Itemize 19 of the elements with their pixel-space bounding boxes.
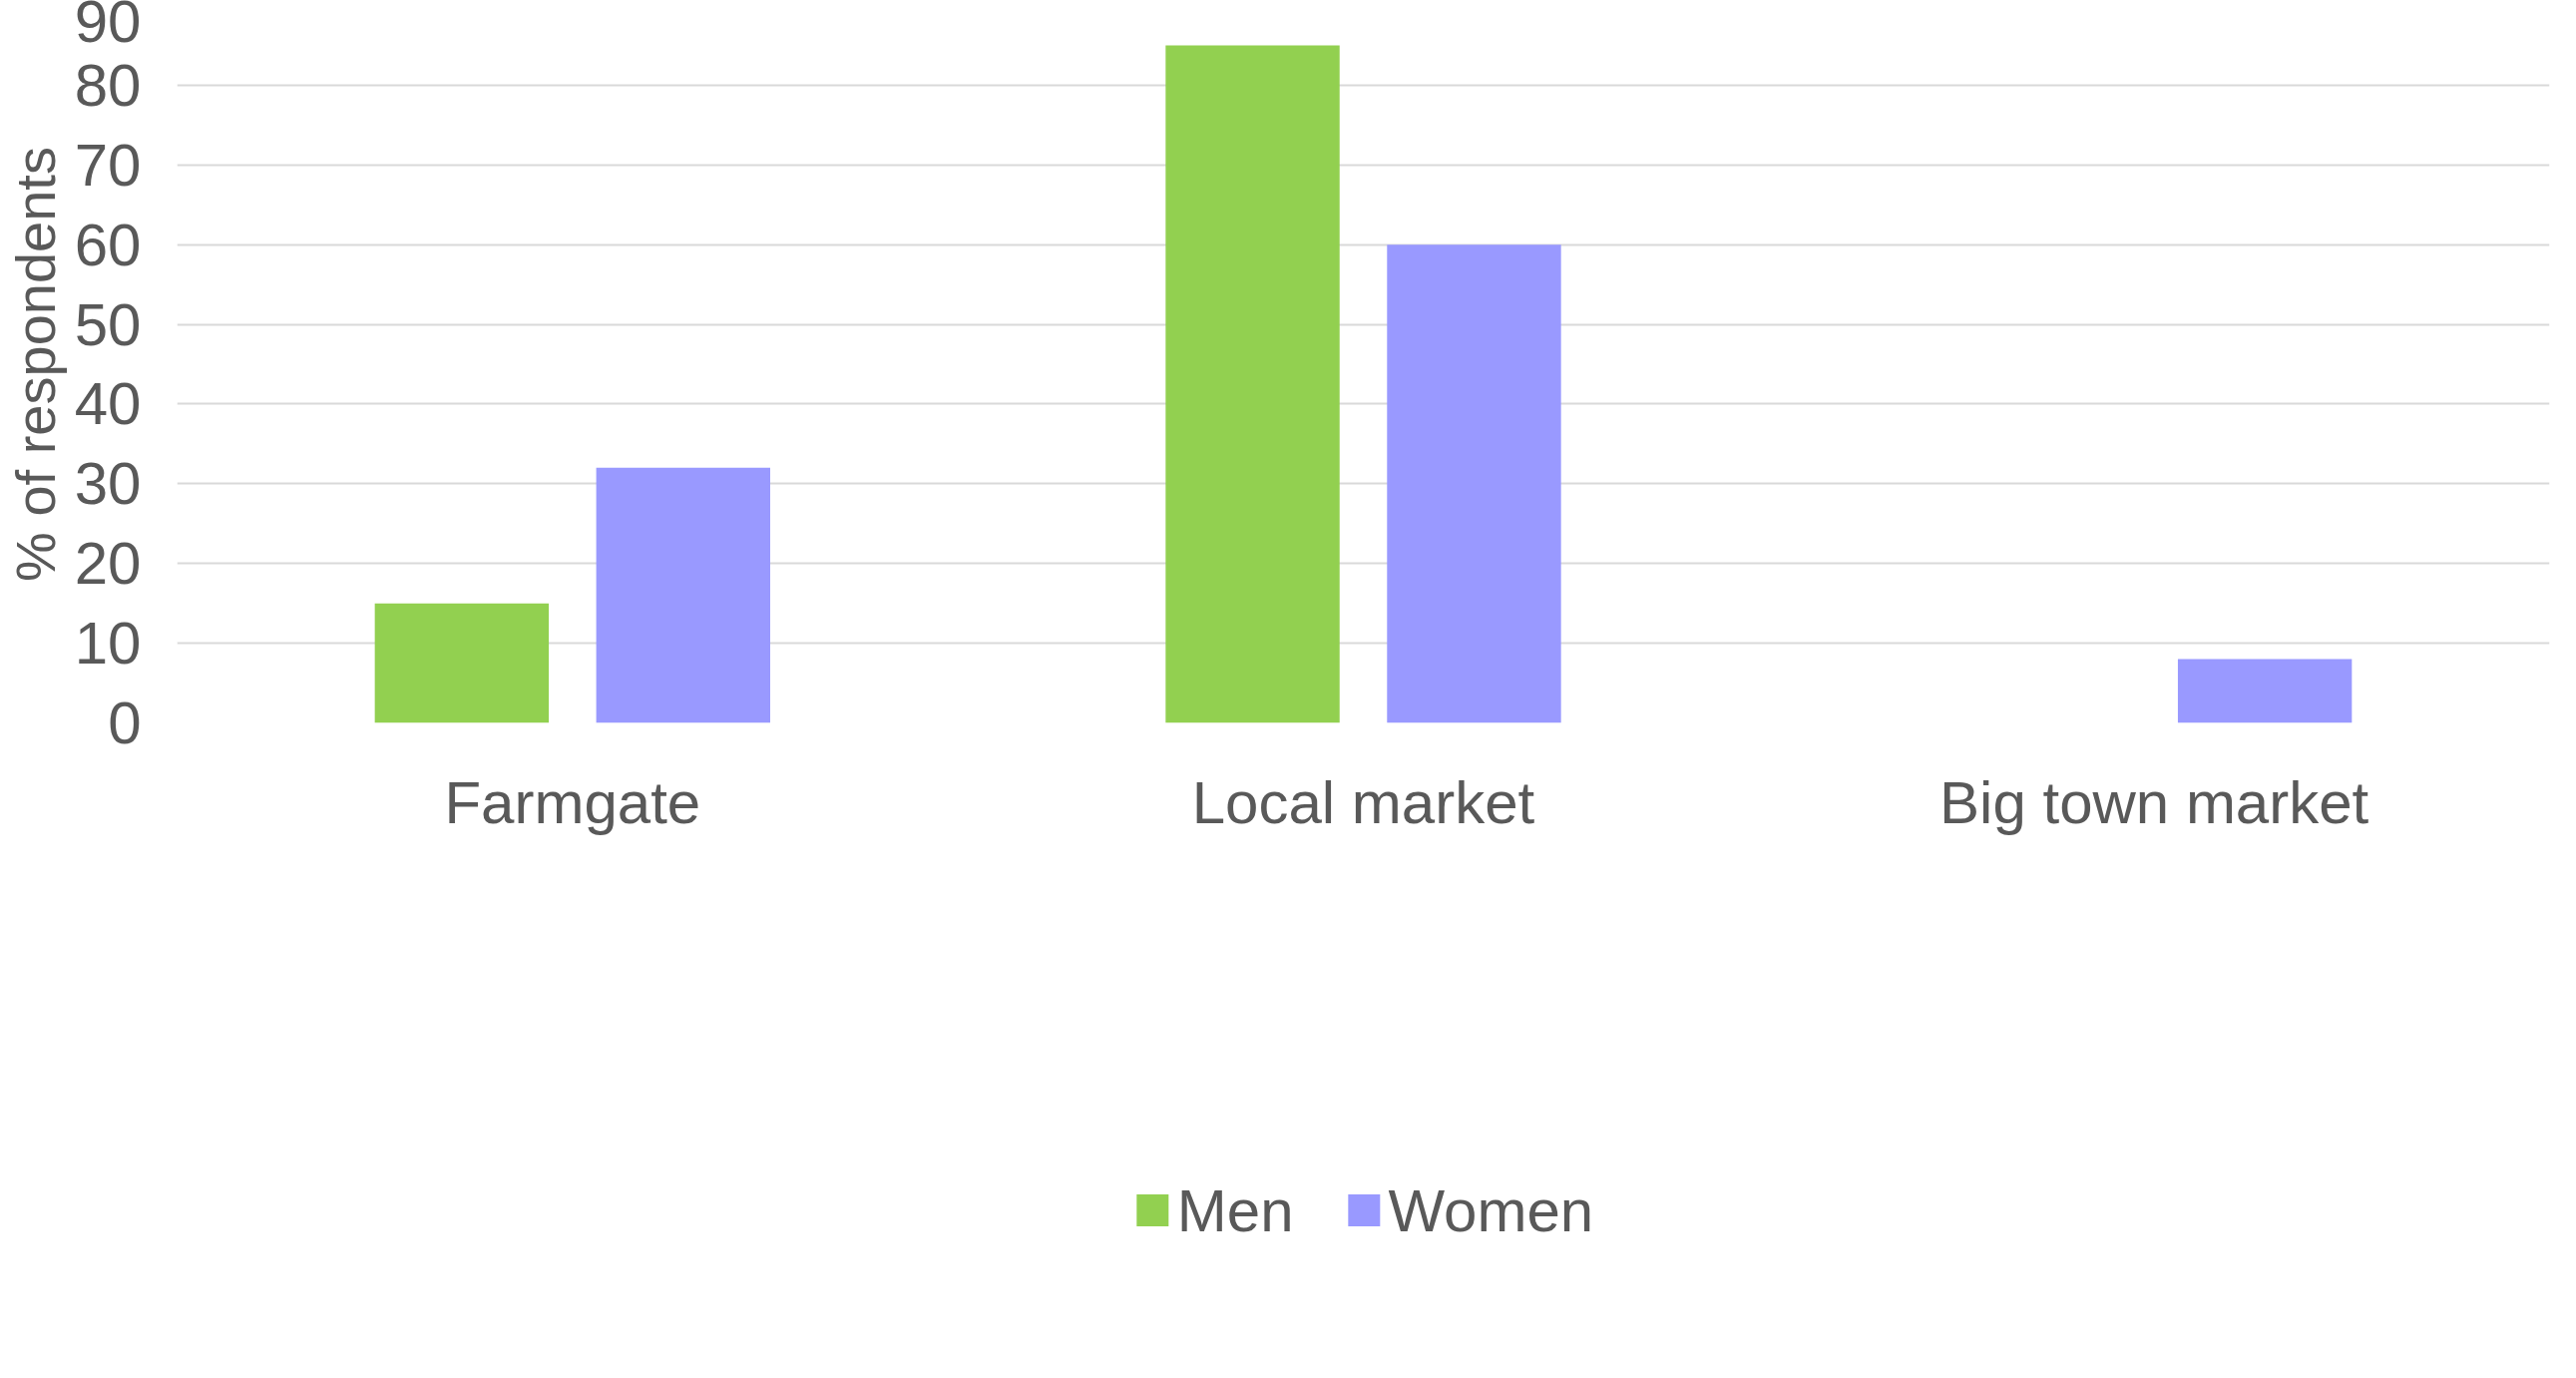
bar: [374, 603, 550, 723]
bar: [596, 467, 770, 723]
y-axis-title: % of respondents: [3, 147, 67, 582]
legend-label: Men: [1176, 1175, 1294, 1245]
bar: [1165, 45, 1340, 723]
y-tick-label: 40: [74, 370, 142, 438]
y-tick-label: 0: [108, 689, 142, 756]
x-tick-label: Big town market: [1939, 768, 2369, 836]
y-tick-label: 20: [74, 530, 142, 598]
x-tick-label: Farmgate: [444, 768, 701, 836]
y-tick-label: 10: [74, 610, 142, 678]
y-tick-label: 50: [74, 290, 142, 358]
y-tick-label: 70: [74, 131, 142, 199]
y-tick-label: 60: [74, 211, 142, 278]
bar: [1387, 244, 1561, 723]
bar: [2177, 659, 2353, 723]
x-tick-label: Local market: [1191, 768, 1535, 836]
y-tick-label: 30: [74, 450, 142, 518]
legend-label: Women: [1388, 1175, 1594, 1245]
